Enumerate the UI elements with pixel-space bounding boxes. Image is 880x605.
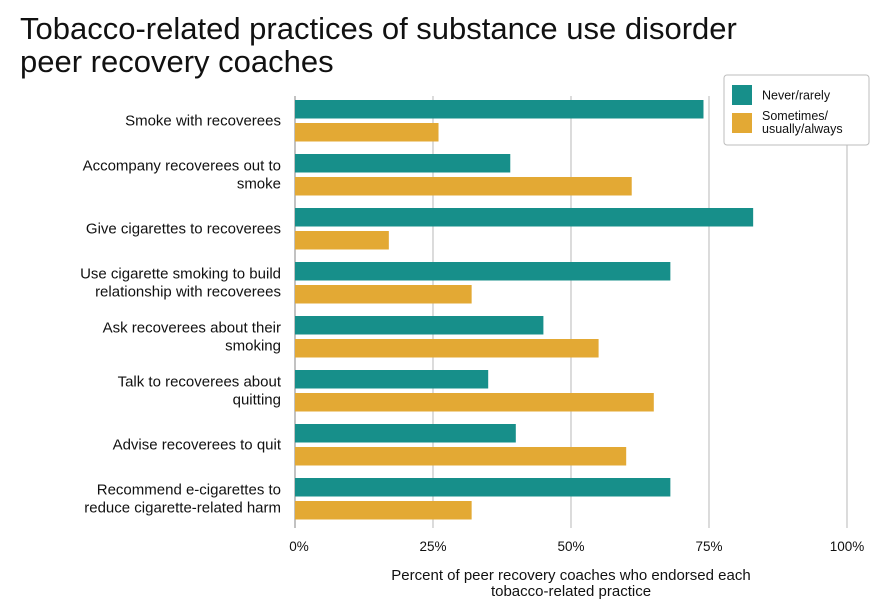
category-label: reduce cigarette-related harm [84,500,281,517]
bar-sometimes-usually-always [295,177,632,196]
bar-never-rarely [295,154,511,173]
bar-sometimes-usually-always [295,501,472,520]
category-label: Smoke with recoverees [125,113,281,130]
chart-title: Tobacco-related practices of substance u… [20,12,860,78]
category-label: Use cigarette smoking to build [80,266,281,283]
legend-box [723,74,870,146]
x-axis-label: Percent of peer recovery coaches who end… [391,567,750,584]
x-tick-label: 75% [695,539,722,554]
chart-title-line-2: peer recovery coaches [20,44,334,79]
x-tick-label: 25% [419,539,446,554]
bar-never-rarely [295,478,671,497]
bar-sometimes-usually-always [295,285,472,304]
bar-never-rarely [295,424,516,443]
legend-label: Never/rarely [762,89,831,103]
bar-never-rarely [295,100,704,119]
bar-never-rarely [295,208,754,227]
category-label: Talk to recoverees about [118,374,282,391]
category-label: Give cigarettes to recoverees [86,221,281,238]
bar-sometimes-usually-always [295,231,389,250]
category-label: smoke [237,176,281,193]
category-label: Ask recoverees about their [103,320,281,337]
category-label: quitting [233,392,281,409]
legend-swatch [732,113,752,133]
category-label: Advise recoverees to quit [113,437,282,454]
bar-sometimes-usually-always [295,393,654,412]
x-tick-label: 0% [289,539,309,554]
bar-sometimes-usually-always [295,447,627,466]
bar-never-rarely [295,316,544,335]
legend-label: usually/always [762,122,843,136]
legend-label: Sometimes/ [762,109,829,123]
x-tick-label: 50% [557,539,584,554]
legend-swatch [732,85,752,105]
category-label: Recommend e-cigarettes to [97,482,281,499]
category-label: Accompany recoverees out to [83,158,281,175]
bar-sometimes-usually-always [295,339,599,358]
category-label: relationship with recoverees [95,284,281,301]
x-axis-label: tobacco-related practice [491,583,651,600]
chart-title-line-1: Tobacco-related practices of substance u… [20,11,737,46]
category-label: smoking [225,338,281,355]
x-tick-label: 100% [830,539,865,554]
bar-never-rarely [295,370,489,389]
bar-sometimes-usually-always [295,123,439,142]
bar-never-rarely [295,262,671,281]
